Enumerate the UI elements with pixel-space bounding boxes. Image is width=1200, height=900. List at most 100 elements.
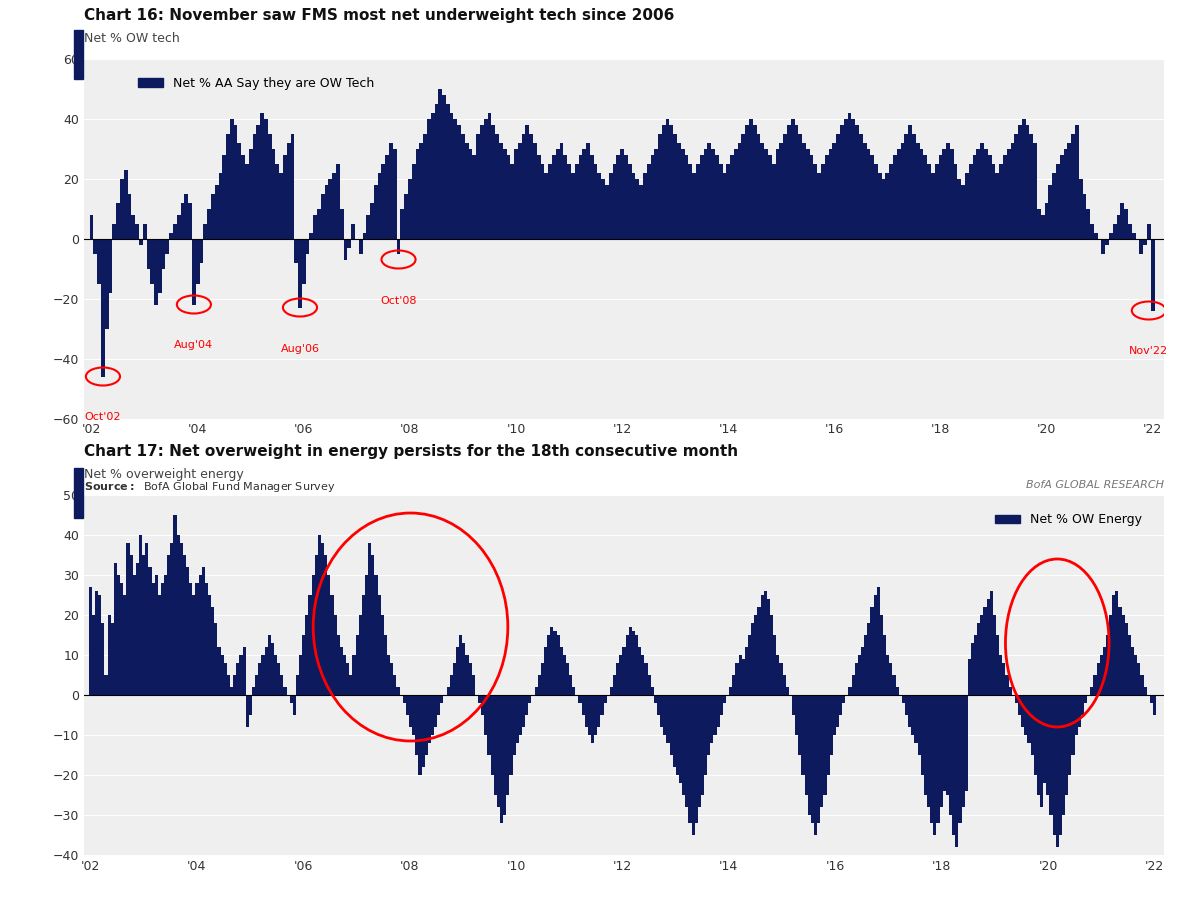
- Bar: [719, 164, 722, 238]
- Bar: [912, 133, 916, 238]
- Bar: [594, 164, 598, 238]
- Bar: [516, 695, 518, 743]
- Bar: [404, 194, 408, 238]
- Bar: [1128, 635, 1132, 695]
- Bar: [704, 695, 707, 775]
- Bar: [425, 695, 427, 755]
- Bar: [389, 142, 392, 238]
- Bar: [378, 173, 382, 238]
- Bar: [124, 169, 127, 238]
- Text: Oct'08: Oct'08: [380, 295, 416, 305]
- Bar: [260, 112, 264, 238]
- Bar: [623, 647, 625, 695]
- Bar: [541, 663, 544, 695]
- Bar: [1078, 695, 1081, 727]
- Bar: [613, 675, 616, 695]
- Bar: [842, 695, 845, 703]
- Bar: [116, 202, 120, 238]
- Bar: [136, 563, 139, 695]
- Bar: [362, 595, 365, 695]
- Bar: [101, 623, 104, 695]
- Bar: [1105, 238, 1109, 245]
- Text: Aug'06: Aug'06: [281, 344, 319, 354]
- Bar: [886, 655, 889, 695]
- Bar: [188, 202, 192, 238]
- Bar: [893, 155, 896, 238]
- Bar: [280, 173, 283, 238]
- Bar: [600, 695, 604, 715]
- Bar: [349, 675, 353, 695]
- Bar: [701, 695, 704, 795]
- Bar: [182, 555, 186, 695]
- Bar: [833, 142, 836, 238]
- Text: $\bf{Source:}$  BofA Global Fund Manager Survey: $\bf{Source:}$ BofA Global Fund Manager …: [84, 480, 335, 494]
- Bar: [325, 184, 329, 239]
- Bar: [877, 587, 880, 695]
- Bar: [814, 695, 817, 835]
- Bar: [670, 124, 673, 238]
- Bar: [412, 164, 415, 238]
- Bar: [257, 124, 260, 238]
- Bar: [553, 631, 557, 695]
- Text: BofA GLOBAL RESEARCH: BofA GLOBAL RESEARCH: [1026, 480, 1164, 490]
- Bar: [158, 238, 162, 292]
- Bar: [298, 238, 302, 308]
- Bar: [586, 142, 590, 238]
- Bar: [290, 133, 294, 238]
- Bar: [457, 124, 461, 238]
- Bar: [864, 635, 868, 695]
- Bar: [434, 695, 437, 727]
- Bar: [305, 615, 308, 695]
- Bar: [1094, 232, 1098, 239]
- Bar: [1060, 155, 1063, 238]
- Bar: [246, 695, 248, 727]
- Bar: [824, 155, 829, 238]
- Bar: [559, 647, 563, 695]
- Bar: [506, 155, 510, 238]
- Bar: [924, 695, 926, 795]
- Bar: [317, 209, 320, 238]
- Bar: [802, 695, 804, 775]
- Bar: [695, 695, 697, 823]
- Bar: [456, 647, 460, 695]
- Bar: [726, 164, 730, 238]
- Bar: [258, 663, 262, 695]
- Bar: [722, 695, 726, 703]
- Bar: [792, 695, 796, 715]
- Bar: [1052, 173, 1056, 238]
- Bar: [180, 543, 182, 695]
- Bar: [1003, 155, 1007, 238]
- Bar: [938, 155, 942, 238]
- Bar: [563, 655, 566, 695]
- Bar: [870, 607, 874, 695]
- Bar: [654, 695, 656, 703]
- Bar: [382, 164, 385, 238]
- Bar: [1102, 238, 1105, 254]
- Bar: [1018, 695, 1021, 715]
- Bar: [1128, 223, 1132, 238]
- Bar: [1109, 615, 1112, 695]
- Bar: [1153, 695, 1156, 715]
- Bar: [1049, 184, 1052, 239]
- Bar: [973, 155, 977, 238]
- Bar: [752, 124, 757, 238]
- Bar: [396, 687, 400, 695]
- Bar: [1066, 695, 1068, 795]
- Bar: [613, 164, 617, 238]
- Bar: [691, 695, 695, 835]
- Bar: [497, 695, 500, 807]
- Bar: [90, 214, 94, 238]
- Bar: [1026, 124, 1030, 238]
- Bar: [104, 675, 108, 695]
- Bar: [1067, 142, 1072, 238]
- Bar: [211, 194, 215, 238]
- Bar: [343, 238, 347, 259]
- Bar: [662, 124, 666, 238]
- Bar: [802, 142, 806, 238]
- Bar: [566, 663, 569, 695]
- Bar: [424, 133, 427, 238]
- Bar: [559, 142, 563, 238]
- Bar: [248, 148, 253, 238]
- Bar: [526, 695, 528, 715]
- Bar: [126, 543, 130, 695]
